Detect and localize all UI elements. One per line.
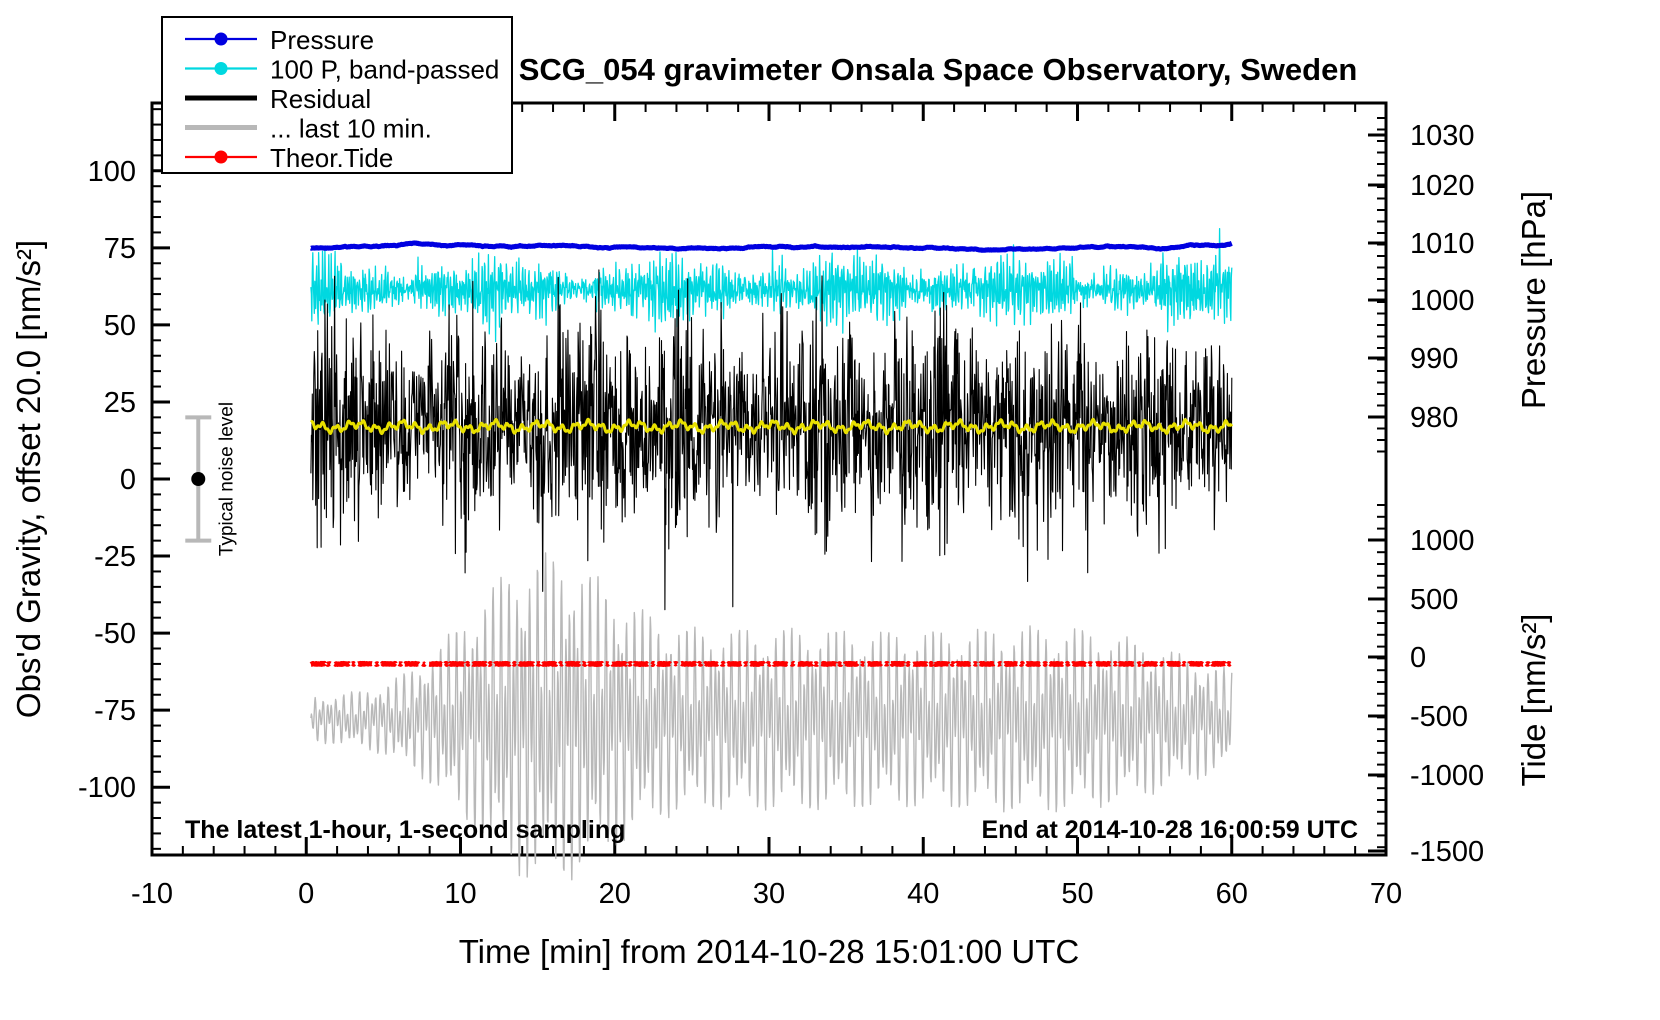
series-residual-smoothed [309,417,1234,436]
x-tick-label: 70 [1370,878,1402,910]
pressure-tick-label: 1030 [1410,120,1475,152]
series-residual [310,269,1233,611]
y-tick-label: 25 [104,387,136,419]
x-tick-label: 50 [1061,878,1093,910]
tide-tick-label: 1000 [1410,525,1475,557]
x-tick-label: 20 [599,878,631,910]
y-tick-label: -50 [94,618,136,650]
y-tick-label: 75 [104,233,136,265]
legend-marker-4 [214,150,228,164]
pressure-axis-title: Pressure [hPa] [1515,191,1552,409]
pressure-tick-label: 990 [1410,343,1458,375]
series-100-p-band-passed [310,227,1233,343]
legend-marker-1 [214,62,228,75]
x-tick-label: 60 [1216,878,1248,910]
noise-bar-marker [191,472,206,486]
y-tick-label: -75 [94,695,136,727]
x-tick-label: -10 [131,878,173,910]
legend-label-2: Residual [270,84,371,114]
tide-tick-label: 0 [1410,642,1426,674]
pressure-tick-label: 1020 [1410,170,1475,202]
x-tick-label: 10 [444,878,476,910]
legend-label-0: Pressure [270,25,374,55]
series-last-10-min [310,552,1233,881]
y-tick-label: 0 [120,464,136,496]
legend-marker-0 [214,32,228,46]
legend-label-1: 100 P, band-passed [270,55,499,85]
chart-title: SCG_054 gravimeter Onsala Space Observat… [519,52,1358,87]
noise-level-label: Typical noise level [216,402,237,556]
pressure-tick-label: 980 [1410,402,1458,434]
tide-tick-label: -500 [1410,701,1468,733]
y-tick-label: 100 [88,156,136,188]
tide-tick-label: -1000 [1410,760,1484,792]
pressure-tick-label: 1010 [1410,228,1475,260]
x-axis-title: Time [min] from 2014-10-28 15:01:00 UTC [459,933,1080,970]
annotation-bottom-right: End at 2014-10-28 16:00:59 UTC [981,816,1358,844]
tide-tick-label: -1500 [1410,836,1484,868]
legend-label-4: Theor.Tide [270,143,393,173]
y-axis-title: Obs'd Gravity, offset 20.0 [nm/s²] [10,240,47,718]
y-tick-label: -25 [94,541,136,573]
x-tick-label: 40 [907,878,939,910]
series-theor-tide [308,660,1234,667]
series-pressure [308,240,1234,253]
y-tick-label: 50 [104,310,136,342]
legend-label-3: ... last 10 min. [270,114,432,144]
pressure-tick-label: 1000 [1410,285,1475,317]
x-tick-label: 30 [753,878,785,910]
annotation-bottom-left: The latest 1-hour, 1-second sampling [185,816,625,844]
tide-tick-label: 500 [1410,584,1458,616]
plot-frame [150,101,1388,857]
y-tick-label: -100 [78,772,136,804]
tide-axis-title: Tide [nm/s²] [1515,614,1552,787]
x-tick-label: 0 [298,878,314,910]
